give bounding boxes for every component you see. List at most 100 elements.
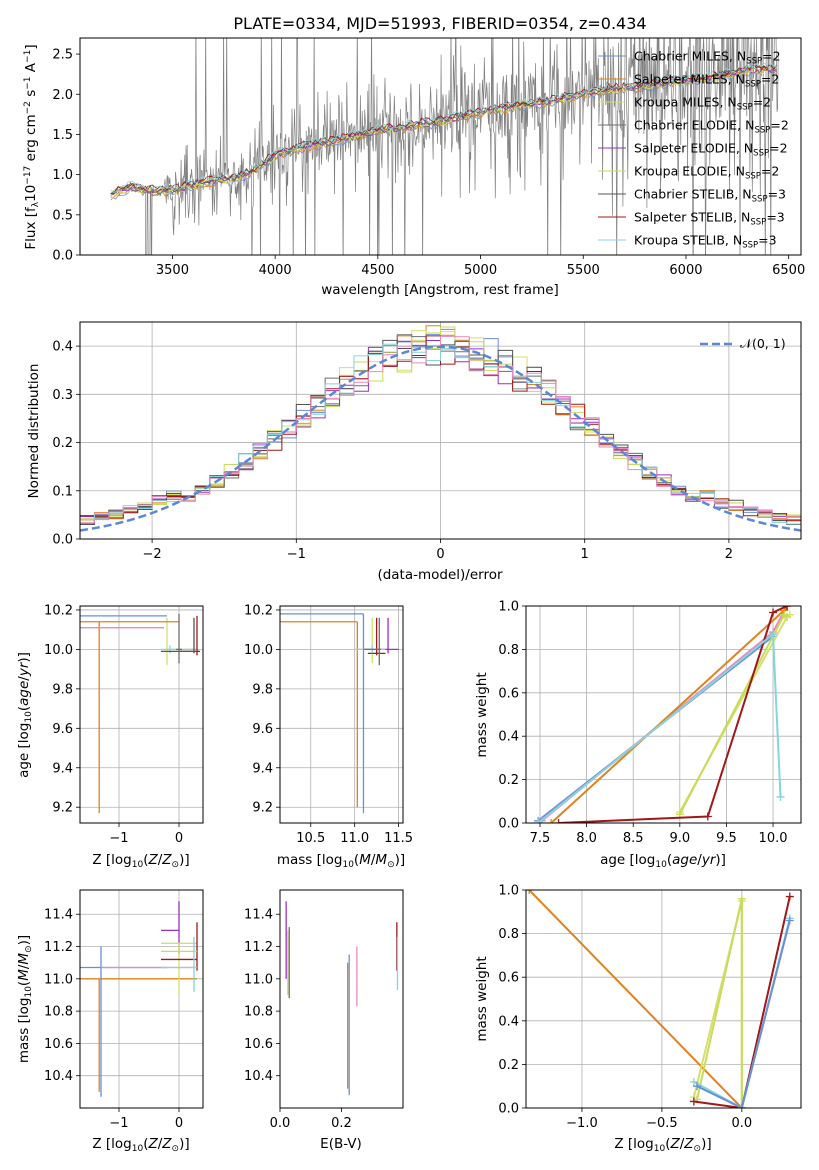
y-tick-label: 0.4	[52, 340, 73, 355]
grid	[526, 606, 801, 823]
legend-label: Chabrier MILES, NSSP=2	[634, 49, 781, 67]
axes-age-vs-Z: −1 0 9.2 9.4 9.6 9.8 10.0 10.2 Z [log10(Z/Z⊙)] ag…	[16, 603, 204, 870]
y-tick-label: 9.6	[52, 722, 73, 737]
y-tick-label: 0.8	[498, 927, 519, 942]
x-tick-label: 6000	[669, 263, 702, 278]
axes-frame	[79, 37, 802, 256]
y-tick-label: 0.3	[52, 388, 73, 403]
y-tick-label: 9.8	[52, 682, 73, 697]
weight-Z-marker	[737, 894, 746, 903]
y-tick-label: 0.0	[52, 533, 73, 548]
weight-age-marker	[776, 792, 785, 801]
grid	[280, 606, 403, 823]
x-tick-label: 8.5	[623, 831, 644, 846]
plot-area	[285, 901, 399, 1096]
x-tick-label: 3500	[156, 263, 189, 278]
x-axis-label: mass [log10(M/M⊙)]	[277, 852, 405, 870]
age-mass-point-1	[280, 613, 365, 814]
weight-Z-marker	[693, 1082, 702, 1091]
ticks: 7.5 8.0 8.5 9.0 9.5 10.0 0.0 0.2 0.4 0.6 0.8 1.0	[498, 600, 787, 847]
x-tick-label: 5500	[567, 263, 600, 278]
plot-area	[80, 322, 801, 539]
legend-label: 𝒩(0, 1)	[740, 336, 786, 351]
legend-label: Kroupa STELIB, NSSP=3	[634, 233, 777, 251]
weight-age-line-1	[537, 606, 788, 822]
grid	[80, 606, 203, 823]
axes-frame	[279, 889, 404, 1109]
age-Z-point-1	[166, 617, 197, 666]
x-tick-label: −0.5	[646, 1116, 678, 1131]
plot-area	[110, 38, 779, 255]
weight-age-line-6	[558, 606, 788, 823]
y-tick-label: 0.4	[498, 730, 519, 745]
model-line-3	[110, 67, 777, 199]
weight-age-marker	[703, 812, 712, 821]
axes-frame	[79, 321, 802, 540]
axes-frame	[79, 889, 204, 1109]
x-tick-label: 10.5	[296, 831, 325, 846]
x-tick-label: 7.5	[530, 831, 551, 846]
y-tick-label: 10.2	[44, 603, 73, 618]
x-tick-label: 5000	[464, 263, 497, 278]
weight-age-marker	[769, 608, 778, 617]
y-tick-label: 0.4	[498, 1014, 519, 1029]
x-tick-label: 1	[581, 547, 589, 562]
y-axis-label: Normed distribution	[26, 364, 42, 499]
x-tick-label: 0	[436, 547, 444, 562]
mass-Z-point-2	[80, 946, 167, 1097]
y-tick-label: 0.2	[52, 436, 73, 451]
age-mass-point-4	[363, 617, 399, 654]
y-axis-label: Flux [fλ10−17 erg cm−2 s−1 A−1]	[23, 44, 41, 249]
legend: Chabrier MILES, NSSP=2 Salpeter MILES, NS…	[598, 49, 789, 251]
weight-Z-line-4	[693, 896, 791, 1108]
panels: 3500 4000 4500 5000 5500 6000 6500 0.0 0.5 1.0 1.5…	[16, 37, 805, 1154]
axes-spectrum: 3500 4000 4500 5000 5500 6000 6500 0.0 0.5 1.0 1.5…	[23, 37, 805, 298]
x-tick-label: −1	[287, 547, 306, 562]
x-tick-label: 0	[175, 1116, 183, 1131]
y-tick-label: 0.0	[498, 817, 519, 832]
x-tick-label: 0.0	[731, 1116, 752, 1131]
axes-frame	[279, 605, 404, 824]
weight-age-marker	[783, 606, 792, 610]
y-tick-label: 11.2	[44, 940, 73, 955]
gaussian-curve	[80, 345, 801, 532]
y-tick-label: 0.5	[52, 208, 73, 223]
ticks: 3500 4000 4500 5000 5500 6000 6500 0.0 0.5 1.0 1.5…	[52, 48, 805, 278]
y-tick-label: 10.0	[44, 643, 73, 658]
weight-Z-line-6	[696, 920, 791, 1108]
x-axis-label: (data-model)/error	[377, 567, 503, 583]
axes-frame	[79, 605, 204, 824]
x-tick-label: 11.0	[340, 831, 369, 846]
age-mass-point-2	[280, 621, 358, 808]
weight-age-marker	[554, 819, 563, 823]
weight-Z-marker	[737, 1104, 746, 1108]
x-tick-label: 9.5	[716, 831, 737, 846]
plot-area	[526, 890, 801, 1108]
y-tick-label: 0.0	[498, 1102, 519, 1117]
y-axis-label: mass weight	[474, 956, 490, 1041]
weight-age-marker	[534, 819, 543, 823]
y-tick-label: 1.0	[498, 600, 519, 615]
legend-label: Salpeter MILES, NSSP=2	[634, 72, 779, 90]
weight-Z-marker	[785, 916, 794, 925]
x-tick-label: 10.0	[759, 831, 788, 846]
y-axis-label: mass weight	[474, 672, 490, 757]
y-tick-label: 9.2	[52, 801, 73, 816]
y-tick-label: 10.0	[244, 643, 273, 658]
x-tick-label: 0	[175, 831, 183, 846]
y-tick-label: 10.4	[44, 1069, 73, 1084]
weight-age-marker	[547, 819, 556, 823]
x-tick-label: 2	[725, 547, 733, 562]
x-axis-label: Z [log10(Z/Z⊙)]	[614, 1136, 711, 1154]
y-tick-label: 11.0	[244, 972, 273, 987]
ticks: 10.5 11.0 11.5 9.2 9.4 9.6 9.8 10.0 10.2	[244, 603, 413, 846]
legend-label: Chabrier STELIB, NSSP=3	[634, 187, 786, 205]
weight-Z-line-1	[528, 890, 743, 1108]
y-tick-label: 10.8	[44, 1005, 73, 1020]
y-axis-label: age [log10(age/yr)]	[16, 652, 34, 778]
ticks: −1 0 10.4 10.6 10.8 11.0 11.2 11.4	[44, 908, 183, 1131]
figure-title: PLATE=0334, MJD=51993, FIBERID=0354, z=0…	[233, 14, 646, 33]
y-tick-label: 9.4	[252, 761, 273, 776]
weight-Z-marker	[526, 890, 534, 894]
